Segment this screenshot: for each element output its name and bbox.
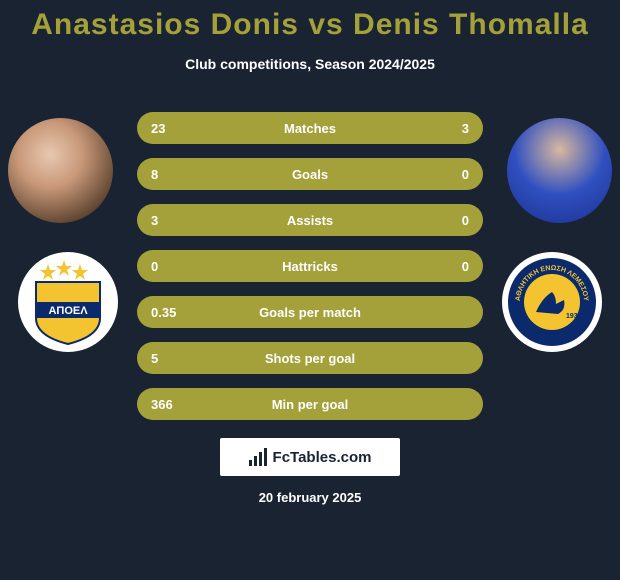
stat-row: 3 Assists 0 (0, 204, 620, 236)
stat-row: 0.35 Goals per match (0, 296, 620, 328)
stats-list: 23 Matches 3 8 Goals 0 3 Assists 0 0 Hat… (0, 112, 620, 420)
stat-left: 366 (151, 397, 191, 412)
stat-right: 0 (429, 259, 469, 274)
brand-badge: FcTables.com (220, 438, 400, 476)
stat-pill-assists: 3 Assists 0 (137, 204, 483, 236)
stat-label: Goals (191, 167, 429, 182)
stat-label: Goals per match (191, 305, 429, 320)
subtitle: Club competitions, Season 2024/2025 (0, 56, 620, 72)
vs-separator: vs (308, 8, 343, 41)
stat-label: Matches (191, 121, 429, 136)
stat-label: Shots per goal (191, 351, 429, 366)
stat-pill-hattricks: 0 Hattricks 0 (137, 250, 483, 282)
stat-right: 0 (429, 213, 469, 228)
stat-row: 5 Shots per goal (0, 342, 620, 374)
stat-row: 0 Hattricks 0 (0, 250, 620, 282)
stat-pill-min-per-goal: 366 Min per goal (137, 388, 483, 420)
brand-text: FcTables.com (273, 449, 372, 466)
stat-left: 5 (151, 351, 191, 366)
stat-right: 3 (429, 121, 469, 136)
page-title: Anastasios Donis vs Denis Thomalla (0, 0, 620, 42)
player1-name: Anastasios Donis (31, 8, 299, 41)
stat-label: Hattricks (191, 259, 429, 274)
stat-left: 0.35 (151, 305, 191, 320)
stat-row: 8 Goals 0 (0, 158, 620, 190)
stat-left: 23 (151, 121, 191, 136)
player2-name: Denis Thomalla (353, 8, 589, 41)
stat-left: 3 (151, 213, 191, 228)
stat-pill-goals: 8 Goals 0 (137, 158, 483, 190)
stat-row: 23 Matches 3 (0, 112, 620, 144)
bars-icon (249, 448, 267, 466)
stat-row: 366 Min per goal (0, 388, 620, 420)
stat-left: 8 (151, 167, 191, 182)
stat-pill-matches: 23 Matches 3 (137, 112, 483, 144)
date-label: 20 february 2025 (0, 490, 620, 505)
stat-label: Min per goal (191, 397, 429, 412)
stat-left: 0 (151, 259, 191, 274)
stat-pill-shots-per-goal: 5 Shots per goal (137, 342, 483, 374)
stat-pill-goals-per-match: 0.35 Goals per match (137, 296, 483, 328)
stat-label: Assists (191, 213, 429, 228)
stat-right: 0 (429, 167, 469, 182)
